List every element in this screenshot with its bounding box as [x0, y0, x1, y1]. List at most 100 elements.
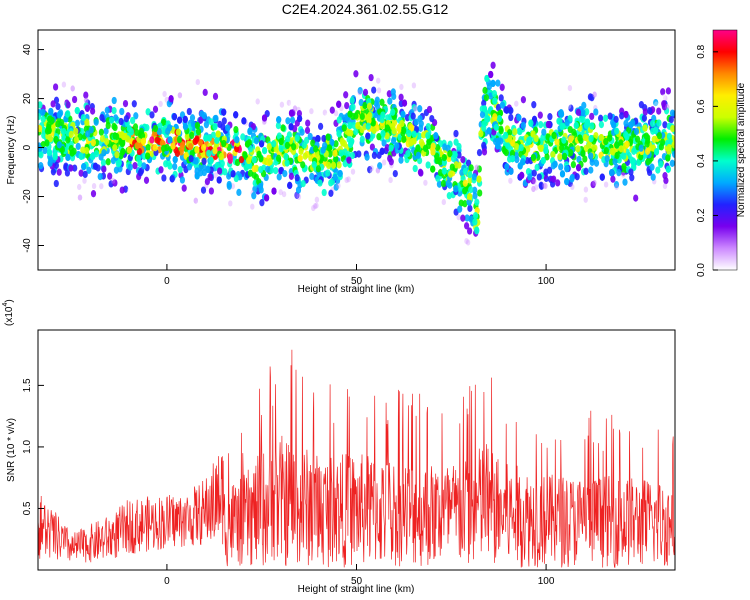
spectrogram-point — [425, 132, 431, 140]
spectrogram-point — [583, 186, 589, 193]
spectrogram-point — [406, 129, 412, 138]
spectrogram-point — [38, 162, 44, 170]
spectrogram-point — [152, 144, 158, 152]
spectrogram-point — [381, 159, 387, 166]
spectrogram-point — [247, 127, 253, 135]
spectrogram-point — [371, 86, 377, 94]
spectrogram-point — [398, 93, 404, 101]
spectrogram-point — [401, 135, 407, 143]
spectrogram-point — [294, 192, 299, 199]
spectrogram-point — [283, 152, 289, 161]
spectrogram-point — [200, 186, 207, 194]
spectrogram-point — [508, 106, 514, 115]
snr-y-tick-label: 1.5 — [22, 378, 33, 392]
spectrogram-point — [500, 78, 505, 85]
spectrogram-point — [149, 111, 155, 119]
spectrogram-point — [361, 173, 366, 180]
spectrogram-point — [195, 200, 201, 207]
spectrogram-point — [152, 124, 158, 133]
spectrogram-point — [380, 111, 386, 119]
spectrogram-point — [318, 122, 324, 131]
spectrogram-point — [449, 163, 455, 171]
spectrogram-point — [325, 133, 331, 141]
spectrogram-point — [574, 173, 580, 181]
spectrogram-point — [227, 153, 233, 161]
spectrogram-point — [47, 159, 53, 167]
spectrogram-point — [598, 120, 605, 129]
snr-scale-base: (x10 — [4, 306, 15, 326]
spectrogram-point — [665, 154, 671, 162]
spectrogram-point — [230, 183, 235, 190]
spectrogram-point — [570, 183, 575, 190]
spectrogram-point — [575, 145, 581, 153]
spectrogram-point — [588, 135, 594, 143]
spectrogram-point — [167, 136, 173, 144]
spectrogram-point — [276, 154, 282, 162]
spectrogram-y-ticks: -40 -20 0 20 40 — [22, 44, 44, 253]
spectrogram-point — [530, 153, 537, 162]
spectrogram-point — [314, 202, 319, 209]
spectrogram-point — [453, 161, 459, 169]
spectrogram-point — [294, 134, 300, 142]
spectrogram-point — [77, 194, 83, 201]
spectrogram-point — [581, 101, 587, 110]
spectrogram-point — [333, 155, 339, 163]
spectrogram-point — [532, 178, 537, 185]
spectrogram-point — [665, 87, 672, 95]
spectrogram-point — [467, 170, 473, 179]
spectrogram-point — [380, 130, 386, 138]
spectrogram-point — [405, 149, 411, 158]
spectrogram-point — [610, 148, 616, 156]
spectrogram-point — [468, 215, 474, 223]
spectrogram-point — [394, 142, 400, 150]
spectrogram-point — [219, 92, 224, 99]
spectrogram-point — [59, 118, 65, 127]
spectrogram-point — [189, 114, 196, 122]
spectrogram-point — [253, 137, 260, 145]
spectrogram-point — [610, 175, 616, 183]
spectrogram-point — [95, 93, 100, 100]
spectrogram-point — [358, 98, 364, 107]
spectrogram-point — [672, 150, 675, 158]
spectrogram-point — [365, 113, 371, 122]
spectrogram-point — [486, 127, 492, 135]
spectrogram-point — [645, 158, 651, 166]
spectrogram-point — [433, 132, 439, 140]
spectrogram-point — [321, 134, 327, 143]
spectrogram-point — [177, 116, 183, 124]
spectrogram-point — [250, 203, 255, 210]
spectrogram-point — [159, 69, 164, 76]
spectrogram-point — [188, 143, 194, 151]
spectrogram-point — [126, 125, 132, 133]
spectrogram-point — [375, 167, 381, 174]
spectrogram-point — [182, 122, 189, 131]
spectrogram-point — [101, 165, 107, 173]
spectrogram-point — [360, 164, 365, 171]
spectrogram-point — [426, 105, 433, 114]
spectrogram-point — [479, 110, 486, 119]
spectrogram-point — [374, 102, 381, 110]
spectrogram-point — [377, 162, 383, 170]
spectrogram-point — [238, 155, 245, 164]
spectrogram-point — [649, 163, 655, 171]
spectrogram-point — [172, 162, 178, 171]
spectrogram-point — [281, 191, 287, 198]
spectrogram-x-axis-label: Height of straight line (km) — [298, 284, 415, 295]
spectrogram-point — [466, 198, 472, 206]
spectrogram-point — [83, 97, 89, 104]
spectrogram-point — [607, 112, 613, 120]
spectrogram-point — [464, 222, 470, 230]
spectrogram-point — [472, 211, 479, 220]
spectrogram-point — [190, 120, 196, 128]
spectrogram-point — [364, 153, 370, 161]
spectrogram-point — [551, 175, 557, 183]
spectrogram-point — [248, 145, 254, 153]
spectrogram-point — [284, 159, 290, 167]
spectrogram-point — [162, 90, 167, 98]
spectrogram-point — [562, 83, 568, 90]
spectrogram-point — [516, 114, 522, 122]
spectrogram-point — [324, 112, 330, 119]
spectrogram-point — [123, 115, 129, 123]
spectrogram-point — [413, 105, 418, 112]
spectrogram-point — [429, 114, 435, 123]
